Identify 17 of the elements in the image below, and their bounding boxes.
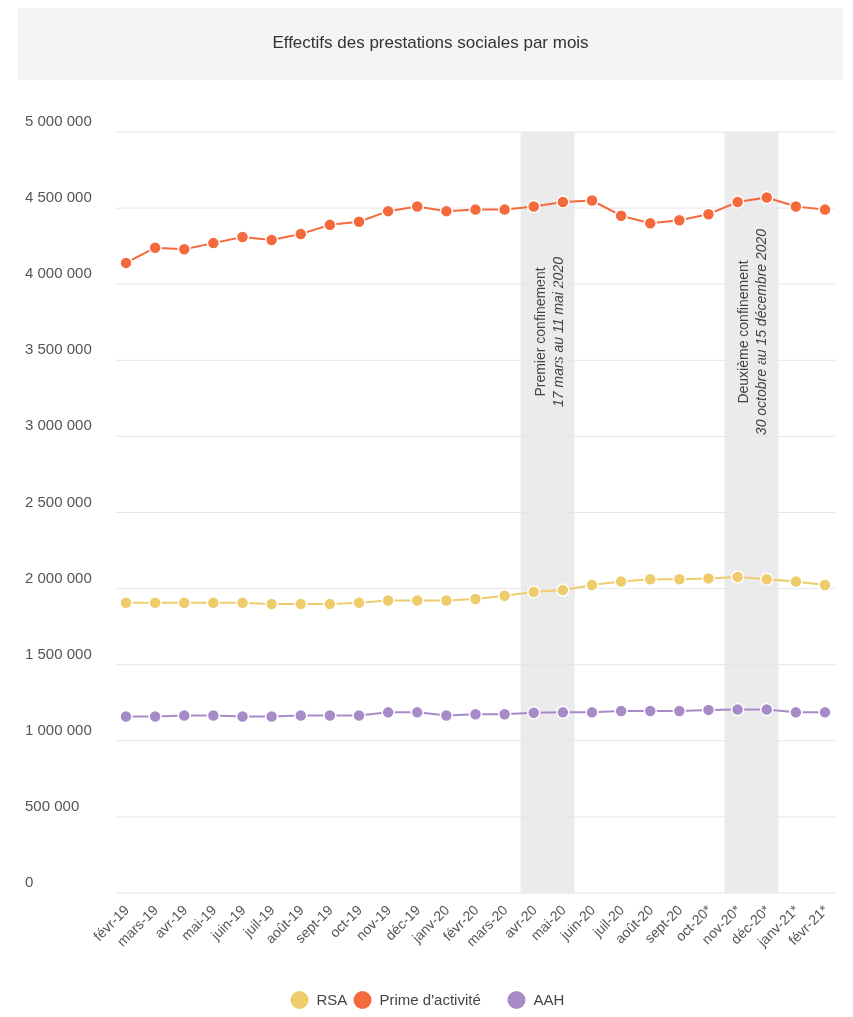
band-label: Deuxième confinement 30 octobre au 15 décembre 2020 — [735, 228, 770, 436]
chart-title: Effectifs des prestations sociales par mois — [272, 33, 589, 52]
y-tick-label: 1 500 000 — [25, 644, 92, 662]
band-label: Premier confinement 17 mars au 11 mai 2020 — [531, 256, 566, 407]
y-tick-label: 4 500 000 — [25, 188, 92, 206]
y-tick-label: 3 500 000 — [25, 340, 92, 358]
legend-label: AAH — [533, 991, 565, 1008]
y-tick-label: 1 000 000 — [25, 720, 92, 738]
y-tick-label: 0 — [25, 873, 34, 890]
legend-label: RSA — [316, 991, 348, 1008]
y-tick-label: 2 500 000 — [25, 492, 92, 510]
y-tick-label: 5 000 000 — [25, 112, 92, 129]
y-tick-label: 2 000 000 — [25, 568, 92, 586]
y-tick-label: 500 000 — [25, 796, 80, 814]
y-tick-label: 4 000 000 — [25, 264, 92, 282]
y-tick-label: 3 000 000 — [25, 416, 92, 434]
legend-label: Prime d'activité — [379, 991, 481, 1008]
